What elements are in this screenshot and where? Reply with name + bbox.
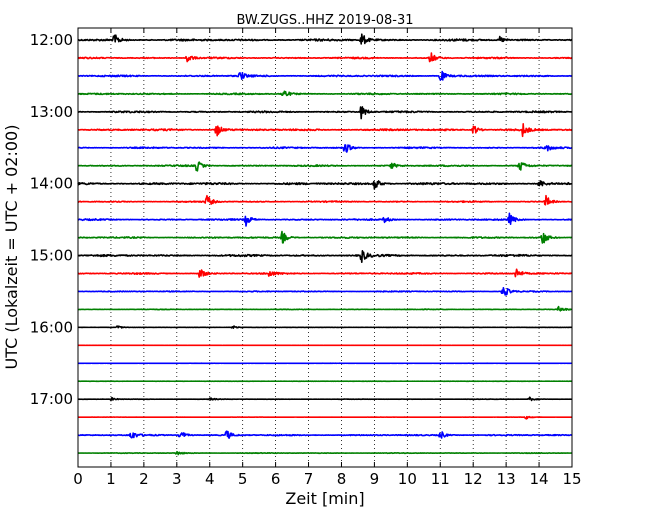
- trace-1445: [77, 230, 572, 244]
- x-tick-label: 3: [172, 470, 182, 488]
- trace-1400: [77, 180, 572, 190]
- x-tick-label: 0: [73, 470, 83, 488]
- x-tick-label: 9: [370, 470, 380, 488]
- trace-1300: [77, 106, 573, 120]
- x-tick-label: 4: [205, 470, 215, 488]
- trace-1315: [77, 123, 573, 138]
- x-tick-label: 7: [304, 470, 314, 488]
- x-tick-label: 5: [238, 470, 248, 488]
- trace-1530: [77, 287, 573, 296]
- x-axis: 0 1 2 3 4 5 6 7 8 9 10 11 12 13 14 15: [73, 28, 582, 488]
- trace-1200: [77, 33, 573, 45]
- x-tick-label: 6: [271, 470, 281, 488]
- x-tick-label: 2: [139, 470, 149, 488]
- x-tick-label: 8: [337, 470, 347, 488]
- plot-area: [78, 28, 572, 467]
- y-tick-label: 13:00: [30, 103, 73, 121]
- trace-1515: [77, 268, 573, 278]
- trace-layer: [77, 33, 573, 456]
- trace-1345: [77, 161, 573, 172]
- x-axis-label: Zeit [min]: [285, 489, 364, 508]
- y-tick-label: 15:00: [30, 247, 73, 265]
- trace-1545: [77, 305, 572, 312]
- plot-frame: [77, 27, 573, 468]
- trace-1430: [77, 212, 573, 227]
- x-tick-label: 12: [464, 470, 483, 488]
- x-tick-label: 13: [497, 470, 516, 488]
- trace-1415: [77, 194, 572, 206]
- y-tick-label: 14:00: [30, 175, 73, 193]
- x-tick-label: 15: [562, 470, 581, 488]
- trace-1330: [77, 144, 572, 153]
- x-tick-label: 1: [106, 470, 116, 488]
- trace-1730: [77, 430, 573, 439]
- y-tick-label: 16:00: [30, 318, 73, 336]
- trace-1745: [77, 450, 572, 456]
- chart-title: BW.ZUGS..HHZ 2019-08-31: [236, 13, 413, 28]
- trace-1230: [77, 70, 573, 81]
- y-axis: 12:00 13:00 14:00 15:00 16:00 17:00: [30, 31, 572, 408]
- trace-1215: [77, 52, 573, 63]
- trace-1700: [77, 396, 572, 402]
- trace-1245: [77, 90, 573, 97]
- x-tick-label: 11: [431, 470, 450, 488]
- y-tick-label: 12:00: [30, 31, 73, 49]
- y-tick-label: 17:00: [30, 390, 73, 408]
- trace-1715: [77, 415, 572, 420]
- trace-1600: [77, 325, 572, 329]
- y-axis-label: UTC (Lokalzeit = UTC + 02:00): [2, 125, 21, 370]
- x-tick-label: 14: [530, 470, 549, 488]
- trace-1500: [77, 250, 573, 264]
- x-tick-label: 10: [398, 470, 417, 488]
